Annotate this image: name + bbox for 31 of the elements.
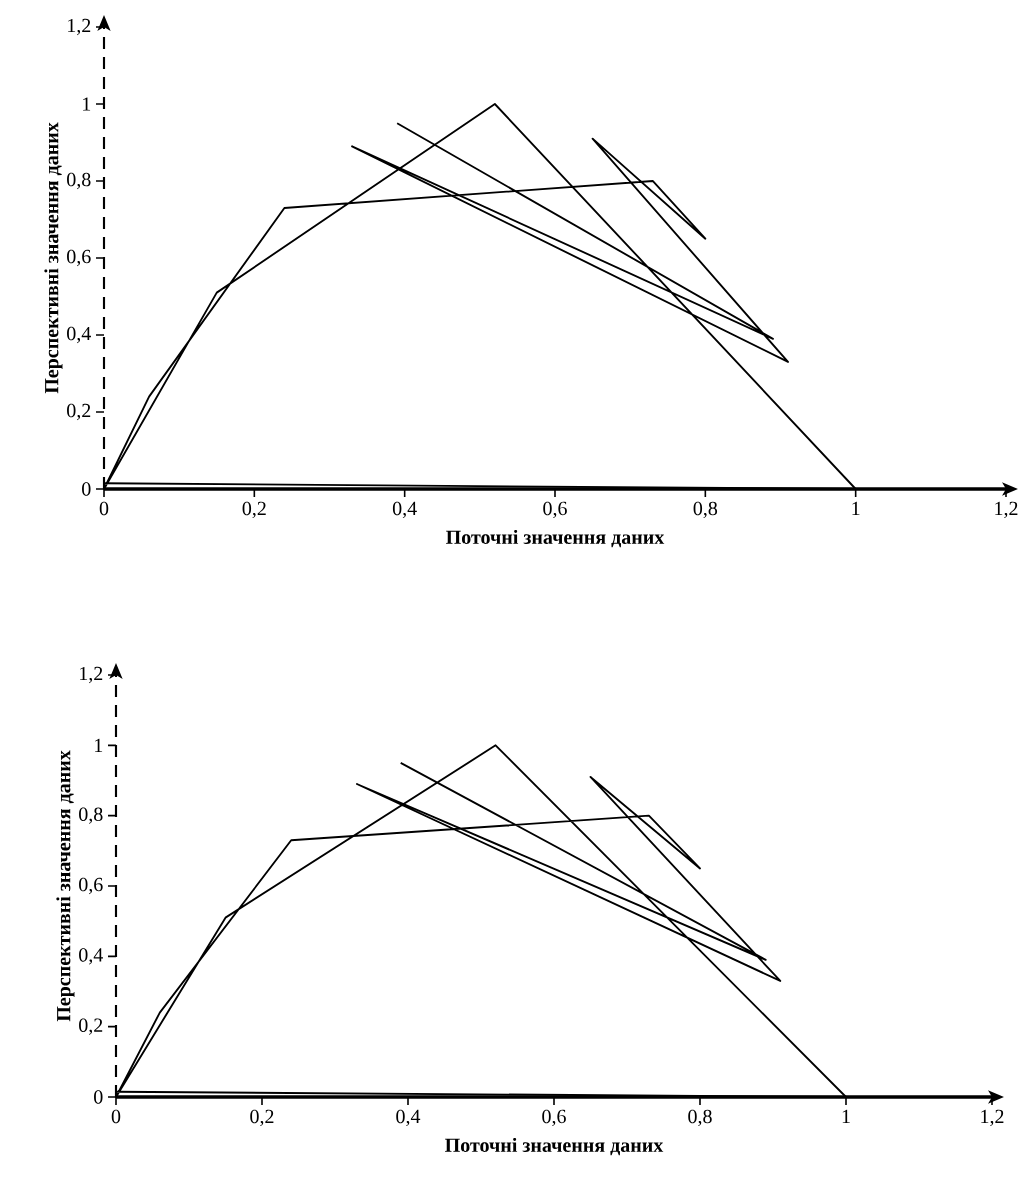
x-tick-label: 0,4 <box>396 1109 421 1127</box>
y-tick-label: 0,8 <box>79 807 103 824</box>
x-axis-title: Поточні значення даних <box>446 529 665 548</box>
y-tick-label: 0 <box>94 1090 103 1104</box>
x-tick-label: 1,2 <box>995 501 1018 519</box>
y-tick-label: 0 <box>82 482 91 496</box>
x-tick-label: 1 <box>842 1109 850 1123</box>
x-tick-label: 0,6 <box>543 501 567 519</box>
y-tick-label: 1,2 <box>68 18 91 36</box>
x-tick-label: 0,8 <box>688 1109 712 1127</box>
y-tick-label: 0,4 <box>79 948 103 965</box>
y-tick-label: 0,6 <box>79 877 103 895</box>
x-tick-label: 0,2 <box>242 501 266 519</box>
x-tick-label: 0 <box>111 1109 121 1124</box>
x-tick-label: 1 <box>852 501 860 515</box>
x-tick-label: 1,2 <box>981 1109 1004 1127</box>
y-tick-label: 0,6 <box>67 249 91 267</box>
x-tick-label: 0,4 <box>392 501 417 519</box>
y-axis-title: Перспективні значення даних <box>44 122 63 394</box>
x-tick-label: 0,6 <box>542 1109 566 1127</box>
x-tick-label: 0,2 <box>250 1109 274 1127</box>
y-tick-label: 1,2 <box>80 666 103 684</box>
y-tick-label: 0,4 <box>67 326 91 344</box>
y-tick-label: 1 <box>83 97 91 111</box>
x-tick-label: 0,8 <box>693 501 718 519</box>
y-tick-label: 0,2 <box>79 1018 103 1035</box>
y-tick-label: 0,2 <box>67 403 91 421</box>
y-tick-label: 0,8 <box>67 172 91 190</box>
y-tick-label: 1 <box>95 738 103 752</box>
y-axis-title: Перспективні значення даних <box>56 750 75 1022</box>
x-axis-title: Поточні значення даних <box>445 1137 664 1156</box>
